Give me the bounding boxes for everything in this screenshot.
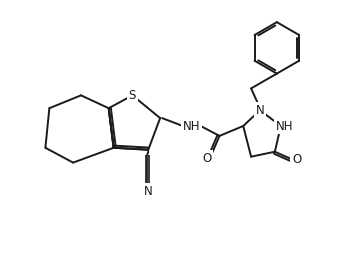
Text: NH: NH xyxy=(183,120,201,133)
Text: O: O xyxy=(292,153,301,166)
Text: NH: NH xyxy=(276,120,293,133)
Text: O: O xyxy=(202,152,211,165)
Text: N: N xyxy=(144,185,153,198)
Text: N: N xyxy=(256,104,265,117)
Text: S: S xyxy=(129,89,136,102)
